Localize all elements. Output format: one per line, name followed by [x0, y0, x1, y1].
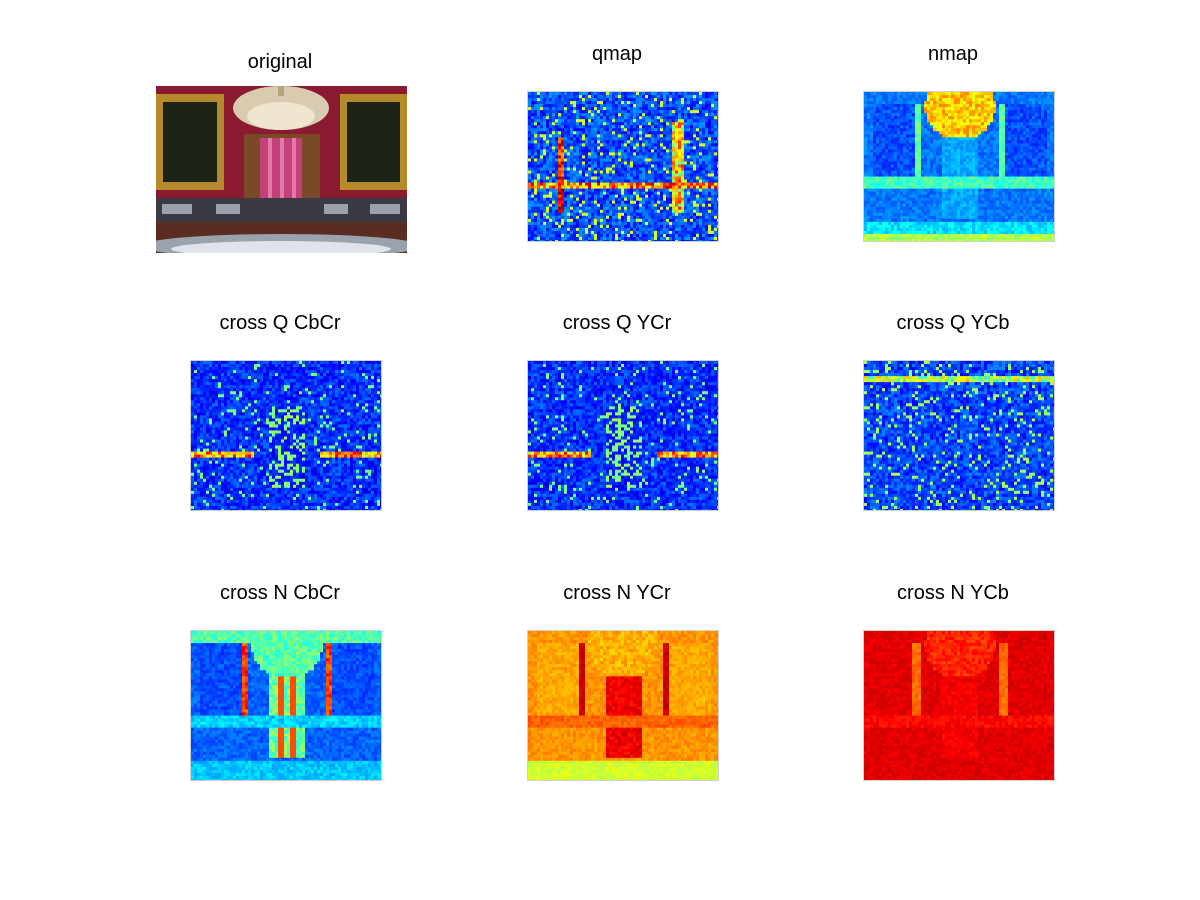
heatmap-canvas — [864, 361, 1054, 510]
original-photo — [156, 86, 407, 253]
panel-cross-q-cbcr: cross Q CbCr — [130, 307, 430, 537]
panel-title: original — [130, 51, 430, 74]
heatmap-canvas — [864, 631, 1054, 780]
panel-title: cross Q YCb — [803, 312, 1103, 335]
cross-n-ycb-heatmap — [863, 630, 1055, 781]
panel-title: cross N YCb — [803, 582, 1103, 605]
panel-cross-n-ycb: cross N YCb — [803, 577, 1103, 807]
heatmap-canvas — [191, 631, 381, 780]
panel-title: cross Q CbCr — [130, 312, 430, 335]
cross-n-ycr-heatmap — [527, 630, 719, 781]
heatmap-canvas — [528, 361, 718, 510]
panel-title: qmap — [467, 43, 767, 66]
panel-nmap: nmap — [803, 38, 1103, 268]
heatmap-canvas — [864, 92, 1054, 241]
heatmap-canvas — [528, 631, 718, 780]
cross-q-ycb-heatmap — [863, 360, 1055, 511]
panel-cross-q-ycr: cross Q YCr — [467, 307, 767, 537]
panel-original: original — [130, 45, 430, 275]
nmap-heatmap — [863, 91, 1055, 242]
cross-q-ycr-heatmap — [527, 360, 719, 511]
heatmap-canvas — [528, 92, 718, 241]
panel-cross-n-ycr: cross N YCr — [467, 577, 767, 807]
heatmap-canvas — [191, 361, 381, 510]
panel-cross-q-ycb: cross Q YCb — [803, 307, 1103, 537]
cross-n-cbcr-heatmap — [190, 630, 382, 781]
panel-cross-n-cbcr: cross N CbCr — [130, 577, 430, 807]
panel-title: nmap — [803, 43, 1103, 66]
panel-qmap: qmap — [467, 38, 767, 268]
panel-title: cross N YCr — [467, 582, 767, 605]
qmap-heatmap — [527, 91, 719, 242]
panel-title: cross Q YCr — [467, 312, 767, 335]
cross-q-cbcr-heatmap — [190, 360, 382, 511]
panel-title: cross N CbCr — [130, 582, 430, 605]
original-photo-image — [156, 86, 407, 253]
